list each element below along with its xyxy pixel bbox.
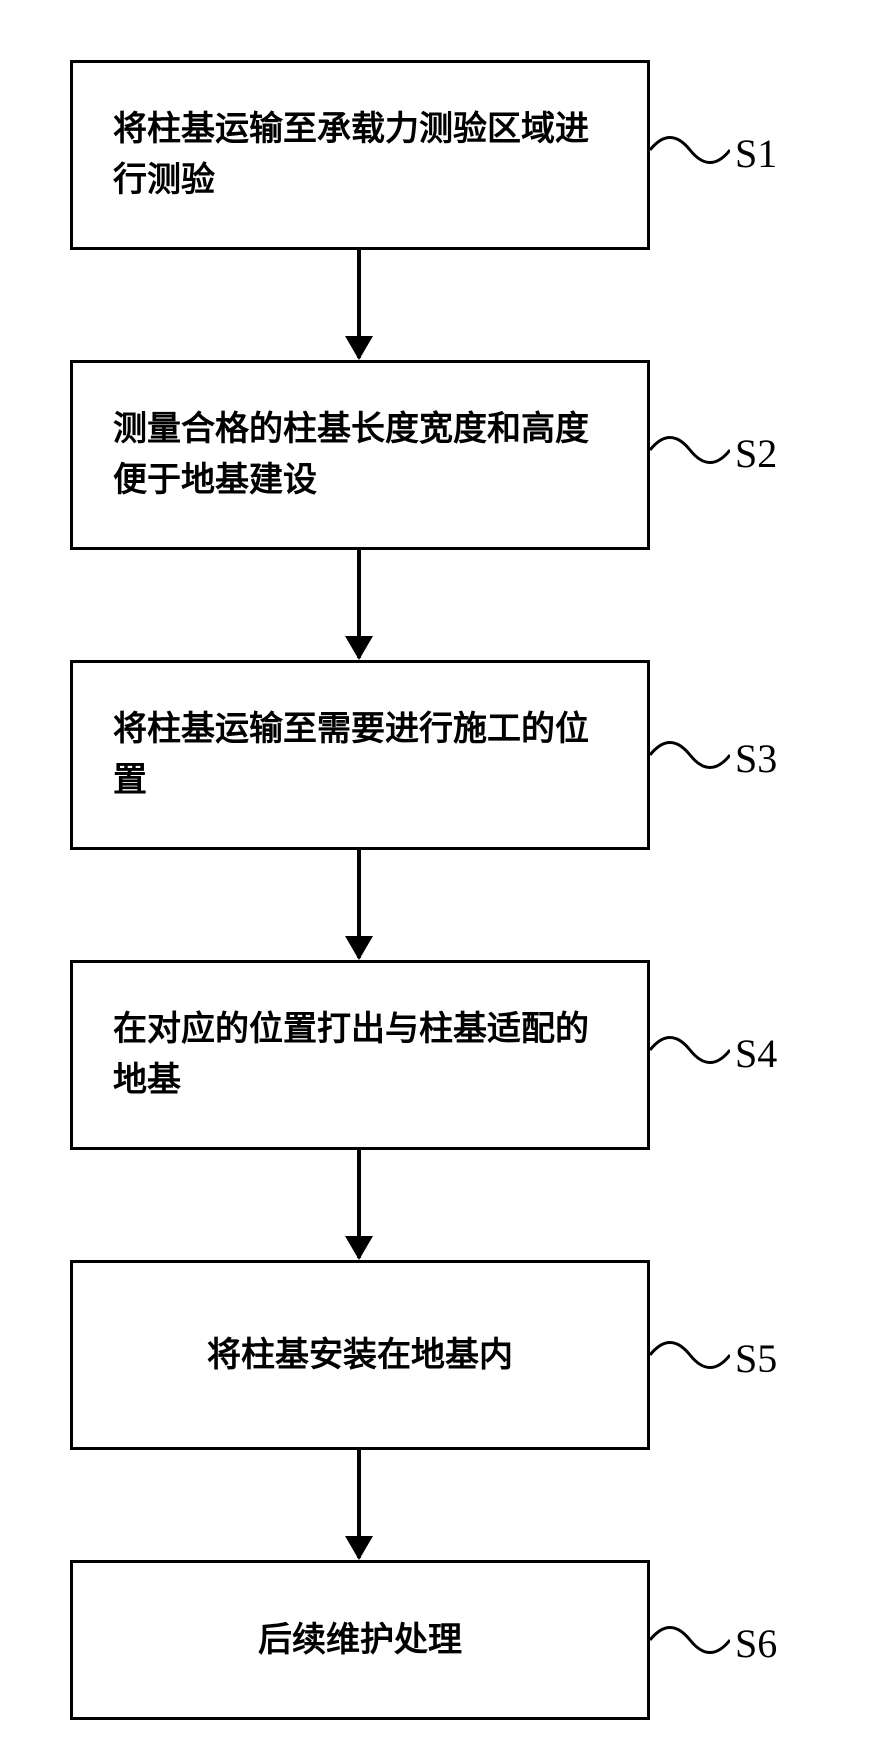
connector-wave-s2 [650, 430, 730, 470]
flowchart-step-s1: 将柱基运输至承载力测验区域进行测验 [70, 60, 650, 250]
step-text: 将柱基安装在地基内 [113, 1330, 607, 1381]
step-text: 在对应的位置打出与柱基适配的地基 [113, 1004, 607, 1106]
connector-wave-s4 [650, 1030, 730, 1070]
step-label-s5: S5 [735, 1335, 777, 1382]
flowchart-arrow [357, 1450, 361, 1558]
step-text: 将柱基运输至需要进行施工的位置 [113, 704, 607, 806]
step-label-s3: S3 [735, 735, 777, 782]
flowchart-arrow [357, 550, 361, 658]
step-label-s6: S6 [735, 1620, 777, 1667]
connector-wave-s1 [650, 130, 730, 170]
flowchart-step-s5: 将柱基安装在地基内 [70, 1260, 650, 1450]
flowchart-arrow [357, 850, 361, 958]
flowchart-step-s2: 测量合格的柱基长度宽度和高度便于地基建设 [70, 360, 650, 550]
step-label-s4: S4 [735, 1030, 777, 1077]
step-label-s1: S1 [735, 130, 777, 177]
flowchart-arrow [357, 1150, 361, 1258]
flowchart-step-s3: 将柱基运输至需要进行施工的位置 [70, 660, 650, 850]
flowchart-container: 将柱基运输至承载力测验区域进行测验 S1 测量合格的柱基长度宽度和高度便于地基建… [0, 0, 875, 1755]
step-text: 后续维护处理 [113, 1615, 607, 1666]
step-text: 将柱基运输至承载力测验区域进行测验 [113, 104, 607, 206]
step-text: 测量合格的柱基长度宽度和高度便于地基建设 [113, 404, 607, 506]
step-label-s2: S2 [735, 430, 777, 477]
connector-wave-s5 [650, 1335, 730, 1375]
flowchart-step-s6: 后续维护处理 [70, 1560, 650, 1720]
flowchart-step-s4: 在对应的位置打出与柱基适配的地基 [70, 960, 650, 1150]
connector-wave-s6 [650, 1620, 730, 1660]
connector-wave-s3 [650, 735, 730, 775]
flowchart-arrow [357, 250, 361, 358]
